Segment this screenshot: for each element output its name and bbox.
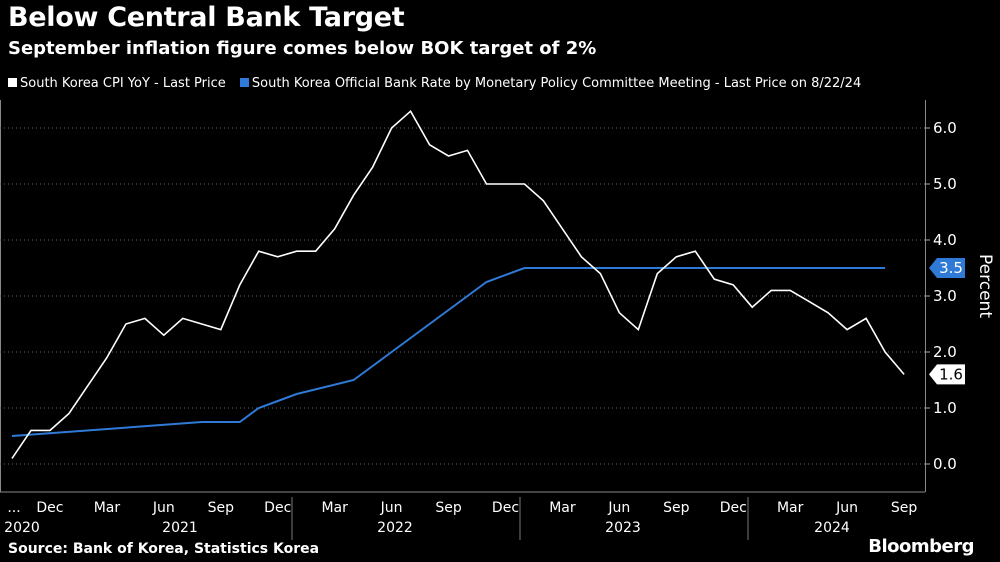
y-tick-label: 2.0	[933, 343, 957, 361]
chart-legend: South Korea CPI YoY - Last Price South K…	[8, 76, 871, 91]
x-year-label: 2020	[4, 520, 40, 536]
x-tick-label: Jun	[380, 500, 403, 516]
x-tick-label: Jun	[835, 500, 858, 516]
cpi-last-value-label: 1.6	[939, 365, 963, 383]
x-tick-label: Sep	[435, 500, 462, 516]
x-tick-label: Mar	[94, 500, 121, 516]
y-tick-label: 6.0	[933, 119, 957, 137]
x-tick-label: Sep	[208, 500, 235, 516]
legend-item-rate: South Korea Official Bank Rate by Moneta…	[239, 76, 862, 91]
x-tick-label: Dec	[36, 500, 63, 516]
cpi-last-value-marker	[929, 364, 965, 385]
x-year-label: 2023	[605, 520, 641, 536]
y-tick-label: 0.0	[933, 455, 957, 473]
brand-logo-text: Bloomberg	[868, 536, 974, 557]
legend-swatch-cpi	[8, 78, 17, 87]
series-line-cpi	[11, 109, 905, 459]
x-tick-label: Mar	[321, 500, 348, 516]
x-tick-label: Jun	[152, 500, 175, 516]
x-tick-label: Sep	[663, 500, 690, 516]
y-tick-label: 3.0	[933, 287, 957, 305]
x-tick-label: Sep	[891, 500, 918, 516]
legend-label-rate: South Korea Official Bank Rate by Moneta…	[251, 76, 862, 91]
x-tick-label: Jun	[607, 500, 630, 516]
y-axis-label: Percent	[975, 254, 995, 318]
bank-rate-last-value-marker	[929, 258, 965, 278]
y-tick-label: 1.0	[933, 399, 957, 417]
x-tick-label: Dec	[492, 500, 519, 516]
x-tick-label: Dec	[264, 500, 291, 516]
x-tick-label: Dec	[720, 500, 747, 516]
page-title: Below Central Bank Target	[8, 2, 405, 33]
source-note: Source: Bank of Korea, Statistics Korea	[8, 541, 320, 557]
x-year-label: 2022	[377, 520, 413, 536]
x-tick-label: Mar	[777, 500, 804, 516]
x-year-label: 2024	[814, 520, 850, 536]
legend-swatch-rate	[239, 78, 249, 87]
x-year-label: 2021	[162, 520, 198, 536]
legend-label-cpi: South Korea CPI YoY - Last Price	[20, 76, 226, 91]
y-tick-label: 4.0	[933, 231, 957, 249]
legend-item-cpi: South Korea CPI YoY - Last Price	[8, 76, 226, 91]
bank-rate-last-value-label: 3.5	[939, 259, 963, 277]
page-subtitle: September inflation figure comes below B…	[8, 38, 597, 59]
series-line-bank-rate	[11, 267, 886, 437]
x-tick-label: ...	[7, 500, 20, 516]
y-tick-label: 5.0	[933, 175, 957, 193]
x-tick-label: Mar	[549, 500, 576, 516]
